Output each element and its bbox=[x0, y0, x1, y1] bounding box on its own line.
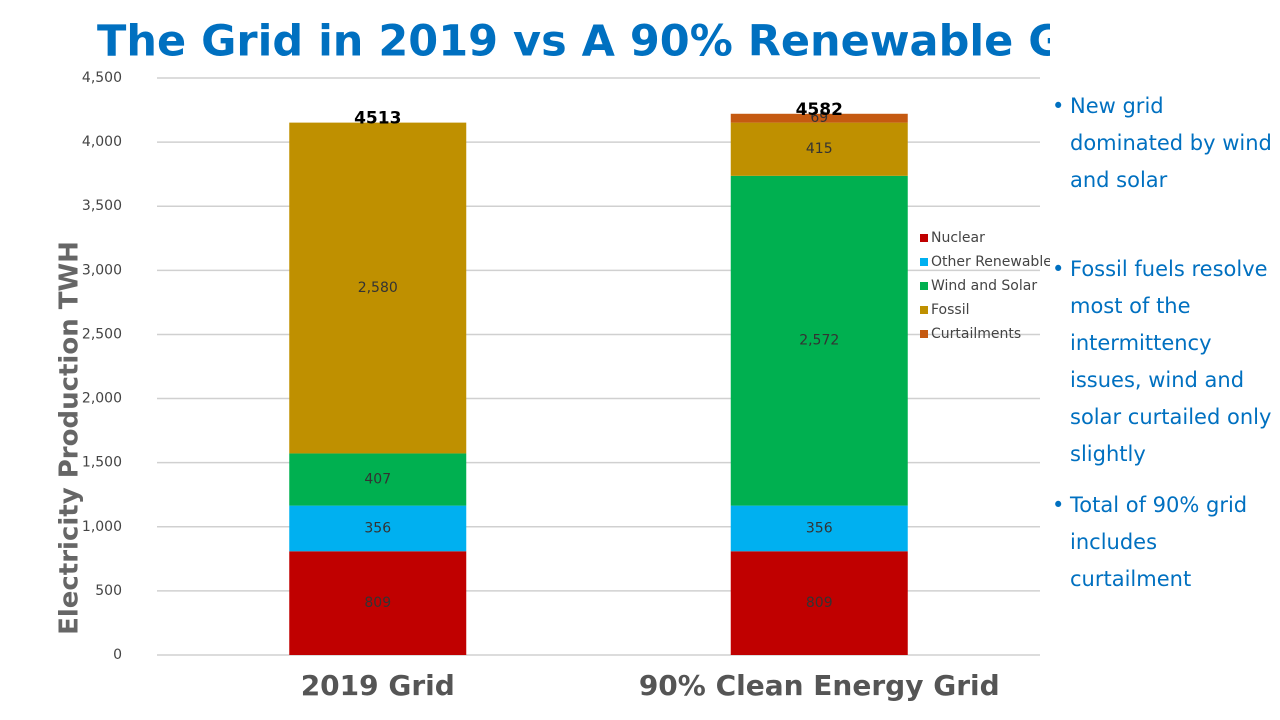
bullet-item: Total of 90% grid includes curtailment bbox=[1052, 487, 1274, 598]
data-label: 415 bbox=[806, 141, 833, 157]
y-tick-label: 3,000 bbox=[82, 262, 122, 278]
bar-segment bbox=[730, 505, 908, 552]
legend-label: Other Renewables bbox=[931, 254, 1050, 270]
bullet-item: New grid dominated by wind and solar bbox=[1052, 88, 1274, 199]
y-tick-label: 2,500 bbox=[82, 326, 122, 342]
data-label: 407 bbox=[364, 472, 391, 488]
data-label: 809 bbox=[364, 595, 391, 611]
y-tick-label: 500 bbox=[95, 583, 122, 599]
bar-segment bbox=[730, 175, 908, 506]
y-tick-label: 1,000 bbox=[82, 519, 122, 535]
y-tick-label: 4,000 bbox=[82, 134, 122, 150]
bar-segment bbox=[289, 453, 467, 506]
legend-label: Fossil bbox=[931, 302, 970, 318]
y-tick-label: 0 bbox=[113, 647, 122, 663]
data-label: 809 bbox=[806, 595, 833, 611]
data-label: 356 bbox=[806, 520, 833, 536]
total-label: 4582 bbox=[796, 100, 843, 120]
y-axis-label: Electricity Production TWH bbox=[55, 241, 85, 635]
legend-swatch bbox=[920, 282, 928, 290]
chart: The Grid in 2019 vs A 90% Renewable Grid… bbox=[55, 17, 1051, 703]
data-label: 69 bbox=[810, 110, 828, 126]
bar-segment bbox=[289, 505, 467, 552]
y-tick-label: 2,000 bbox=[82, 391, 122, 407]
legend-label: Curtailments bbox=[931, 326, 1021, 342]
legend-label: Nuclear bbox=[931, 230, 985, 246]
y-tick-label: 4,500 bbox=[82, 70, 122, 86]
bar-segment bbox=[730, 113, 908, 123]
legend-label: Wind and Solar bbox=[931, 278, 1037, 294]
bullet-list: New grid dominated by wind and solar Foss… bbox=[1052, 88, 1274, 650]
legend-swatch bbox=[920, 330, 928, 338]
bullet-item: Fossil fuels resolve most of the intermi… bbox=[1052, 251, 1274, 473]
bar-segment bbox=[730, 122, 908, 176]
total-label: 4513 bbox=[354, 109, 401, 129]
legend-swatch bbox=[920, 234, 928, 242]
legend-swatch bbox=[920, 306, 928, 314]
bar-segment bbox=[289, 551, 467, 655]
x-tick-label: 90% Clean Energy Grid bbox=[639, 669, 1000, 702]
data-label: 2,572 bbox=[799, 333, 839, 349]
data-label: 356 bbox=[364, 520, 391, 536]
bar-segment bbox=[730, 551, 908, 655]
y-tick-label: 1,500 bbox=[82, 455, 122, 471]
y-tick-label: 3,500 bbox=[82, 198, 122, 214]
legend-swatch bbox=[920, 258, 928, 266]
chart-title: The Grid in 2019 vs A 90% Renewable Grid bbox=[97, 17, 1050, 67]
bar-segment bbox=[289, 122, 467, 454]
data-label: 2,580 bbox=[358, 280, 398, 296]
x-tick-label: 2019 Grid bbox=[301, 669, 455, 702]
